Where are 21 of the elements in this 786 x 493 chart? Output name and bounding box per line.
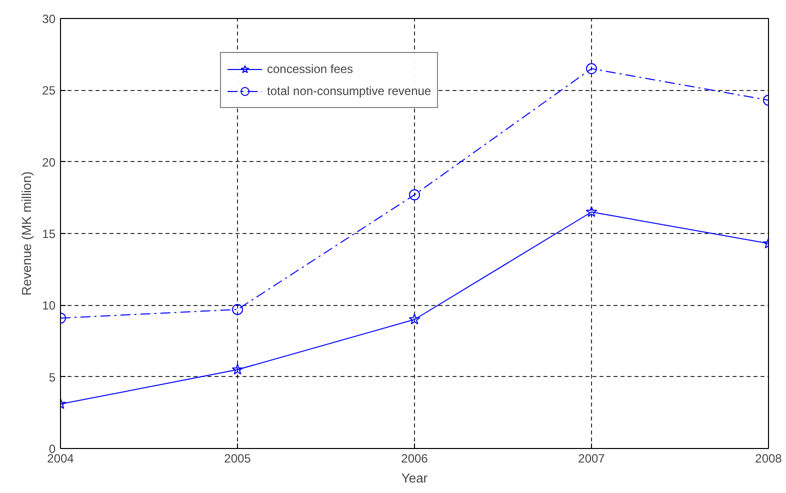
y-tick-label: 20	[42, 155, 56, 170]
x-tick-label: 2007	[578, 452, 606, 466]
x-axis-title: Year	[401, 470, 428, 486]
y-tick-label: 25	[42, 84, 56, 98]
x-tick-label: 2004	[47, 452, 74, 466]
legend-label: total non-consumptive revenue	[267, 84, 432, 98]
x-tick-label: 2005	[224, 452, 252, 466]
x-tick-label: 2006	[401, 452, 428, 466]
point	[408, 314, 420, 324]
point	[586, 206, 598, 217]
y-axis-title: Revenue (MK million)	[19, 171, 34, 296]
point	[232, 304, 243, 315]
y-tick-label: 15	[42, 227, 56, 241]
x-tick-label: 2008	[755, 452, 782, 466]
y-tick-label: 30	[42, 12, 56, 26]
point	[586, 63, 597, 74]
y-tick-label: 5	[48, 370, 56, 384]
y-tick-label: 10	[42, 298, 56, 313]
point	[409, 189, 420, 200]
legend-label: concession fees	[267, 62, 354, 76]
point	[232, 364, 244, 375]
